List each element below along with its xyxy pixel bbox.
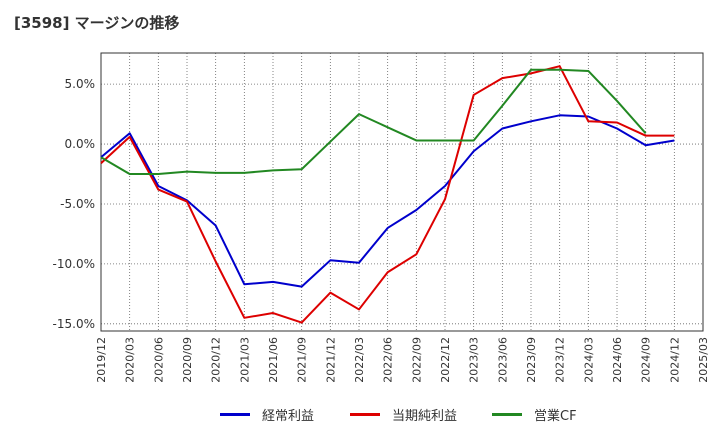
x-tick-label: 2024/12 (668, 337, 681, 383)
legend-swatch (350, 412, 380, 416)
x-tick-label: 2024/06 (611, 337, 624, 383)
x-tick-label: 2022/06 (382, 337, 395, 383)
x-tick-label: 2024/03 (582, 337, 595, 383)
y-tick-label: -15.0% (53, 317, 95, 331)
x-tick-label: 2022/12 (439, 337, 452, 383)
series-line (100, 65, 675, 324)
x-tick-label: 2021/03 (238, 337, 251, 383)
legend-item: 経常利益 (220, 400, 314, 428)
plot-area (101, 53, 703, 331)
y-tick-label: -5.0% (60, 197, 95, 211)
x-tick-label: 2020/03 (124, 337, 137, 383)
legend-swatch (220, 412, 250, 416)
x-tick-label: 2022/03 (353, 337, 366, 383)
y-tick-label: -10.0% (53, 257, 95, 271)
x-tick-label: 2020/12 (210, 337, 223, 383)
series-line (100, 114, 675, 288)
x-tick-label: 2023/03 (468, 337, 481, 383)
x-tick-label: 2019/12 (95, 337, 108, 383)
legend: 経常利益 当期純利益 営業CF (0, 400, 720, 430)
x-tick-label: 2023/09 (525, 337, 538, 383)
x-tick-label: 2023/06 (496, 337, 509, 383)
legend-item: 当期純利益 (350, 400, 457, 428)
x-tick-label: 2021/12 (324, 337, 337, 383)
x-tick-label: 2021/09 (296, 337, 309, 383)
legend-item: 営業CF (492, 400, 577, 428)
chart-title: [3598] マージンの推移 (14, 14, 180, 32)
legend-label: 経常利益 (262, 408, 315, 424)
y-tick-label: 5.0% (65, 77, 96, 91)
plot-frame (100, 52, 704, 332)
legend-label: 当期純利益 (392, 408, 458, 424)
series-line (100, 68, 647, 176)
x-tick-label: 2020/06 (152, 337, 165, 383)
legend-swatch (492, 412, 522, 416)
legend-label: 営業CF (534, 408, 577, 424)
y-tick-label: 0.0% (65, 137, 96, 151)
x-tick-label: 2021/06 (267, 337, 280, 383)
x-tick-label: 2023/12 (554, 337, 567, 383)
x-tick-label: 2020/09 (181, 337, 194, 383)
x-tick-label: 2025/03 (697, 337, 710, 383)
x-tick-label: 2024/09 (640, 337, 653, 383)
x-tick-label: 2022/09 (410, 337, 423, 383)
